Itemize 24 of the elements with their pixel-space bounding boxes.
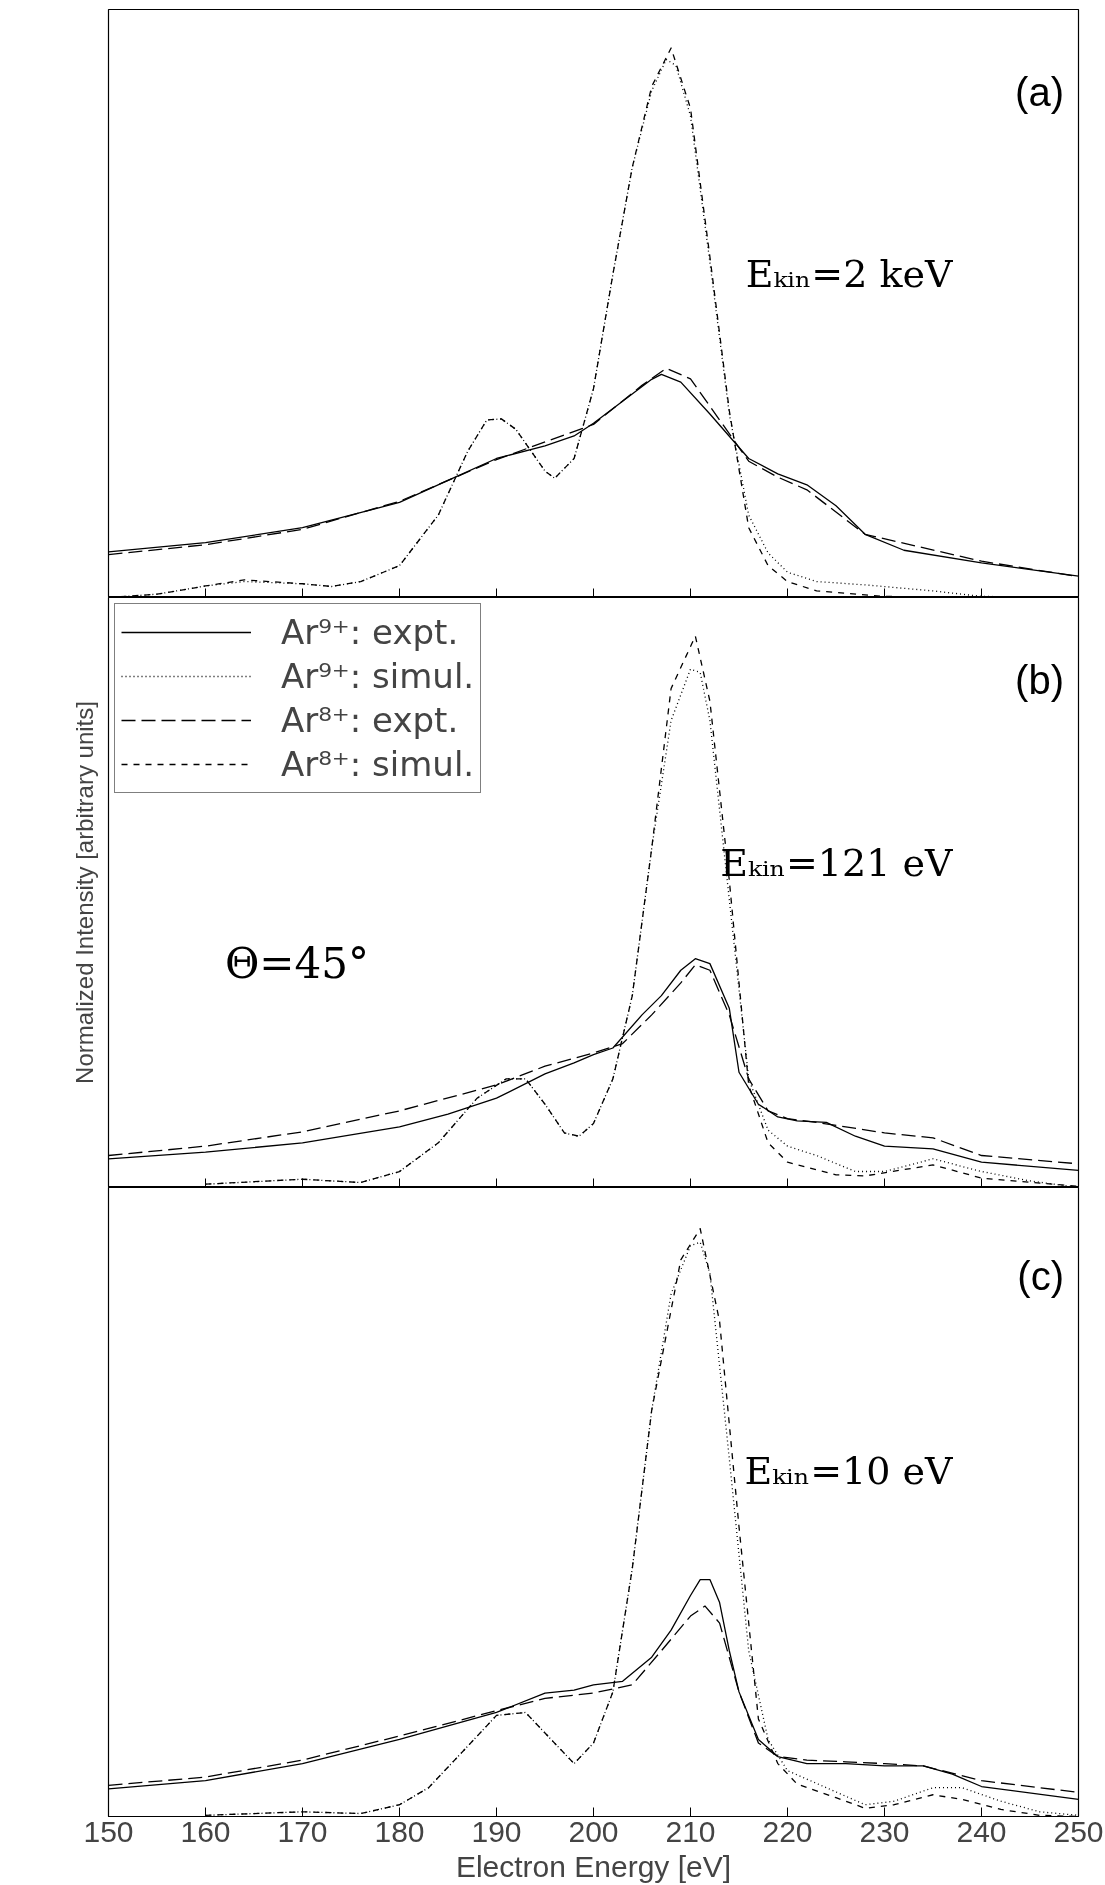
annotation: Eₖᵢₙ=121 eV: [720, 841, 953, 885]
x-tick-label: 150: [83, 1814, 134, 1848]
x-tick-label: 230: [859, 1814, 910, 1848]
annotation: (b): [1015, 658, 1064, 703]
annotation: (c): [1017, 1253, 1064, 1298]
x-tick-label: 210: [665, 1814, 716, 1848]
x-tick-label: 240: [956, 1814, 1007, 1848]
annotation: Eₖᵢₙ=2 keV: [745, 252, 953, 297]
x-tick-label: 190: [471, 1814, 522, 1848]
x-tick-label: 220: [762, 1814, 813, 1848]
x-axis-title: Electron Energy [eV]: [455, 1849, 732, 1883]
x-tick-label: 180: [374, 1814, 425, 1848]
x-tick-label: 170: [277, 1814, 328, 1848]
annotation: Eₖᵢₙ=10 eV: [744, 1448, 953, 1493]
annotation: Θ=45°: [224, 938, 369, 988]
legend-label: Ar⁹⁺: expt.: [281, 611, 459, 654]
x-tick-label: 200: [568, 1814, 619, 1848]
x-tick-label: 250: [1053, 1814, 1104, 1848]
annotation: (a): [1015, 69, 1064, 114]
x-tick-label: 160: [180, 1814, 231, 1848]
y-axis-title: Normalized Intensity [arbitrary units]: [70, 701, 98, 1084]
legend-label: Ar⁸⁺: simul.: [281, 743, 475, 786]
legend-label: Ar⁹⁺: simul.: [281, 655, 475, 698]
legend-label: Ar⁸⁺: expt.: [281, 699, 459, 742]
